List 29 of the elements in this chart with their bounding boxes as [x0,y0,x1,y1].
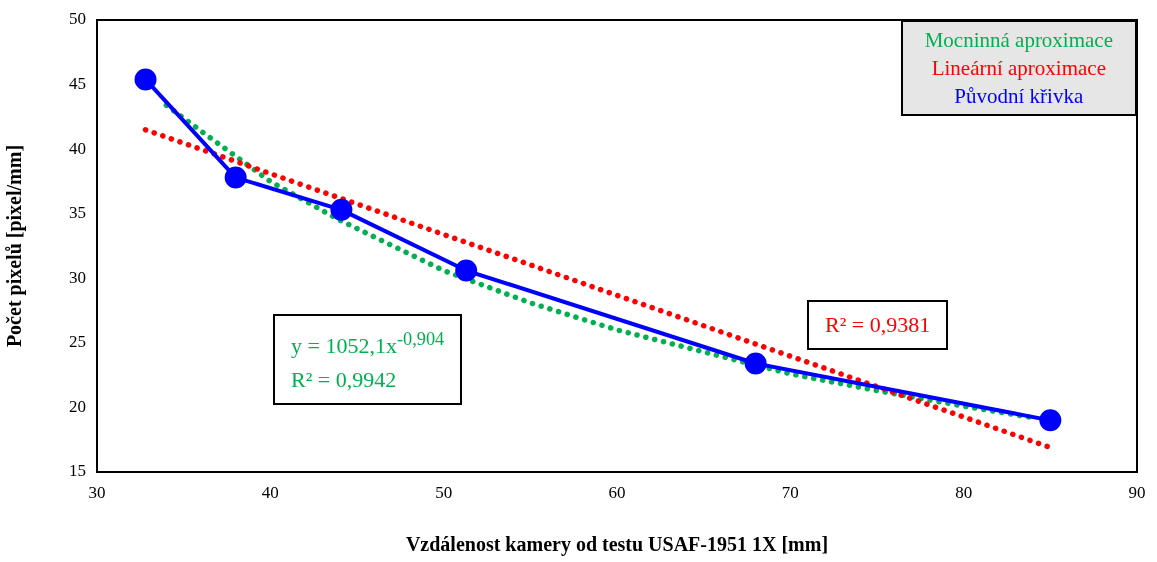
point [455,259,478,282]
y-tick-label: 30 [69,267,86,287]
y-tick-label: 20 [69,396,86,416]
x-tick-label: 70 [781,482,799,502]
x-tick-label: 40 [261,482,279,502]
text: Lineární aproximace [930,55,1107,82]
point [330,198,353,221]
x-axis-title: Vzdálenost kamery od testu USAF-1951 1X [mm] [405,533,829,557]
text: Původní křivka [953,83,1085,110]
x-tick-label: 50 [435,482,453,502]
x-tick-label: 90 [1128,482,1146,502]
annotation: R² = 0,9381 [825,311,931,339]
point [134,68,157,91]
y-tick-label: 15 [69,461,86,481]
y-tick-label: 35 [69,203,86,223]
point [1039,409,1062,432]
y-tick-label: 50 [69,9,86,29]
y-tick-label: 40 [69,138,86,158]
point [744,352,767,375]
x-tick-label: 80 [955,482,973,502]
annotation: y = 1052,1x$^{-0,904}$ [291,328,445,361]
text: Mocninná aproximace [924,27,1113,54]
point [224,166,247,189]
y-tick-label: 45 [69,74,86,94]
y-axis-title: Počet pixelů [pixel/mm] [3,144,27,348]
x-tick-label: 60 [608,482,626,502]
y-tick-label: 25 [69,332,86,352]
x-tick-label: 30 [88,482,106,502]
annotation: R² = 0,9942 [291,366,398,395]
